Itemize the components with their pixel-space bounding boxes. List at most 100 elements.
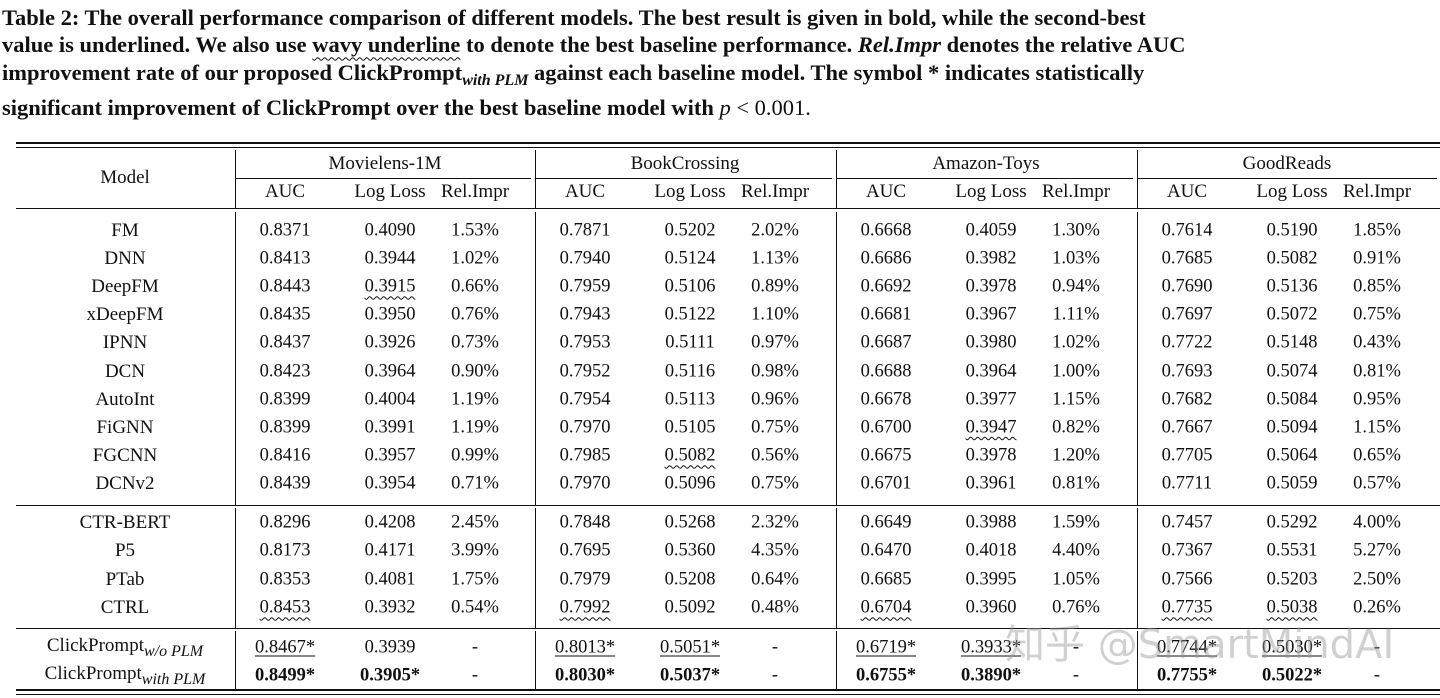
header-metric: Rel.Impr	[440, 181, 510, 202]
metric-cell: 0.5094	[1266, 417, 1318, 438]
metric-cell: 0.8499*	[254, 665, 316, 686]
metric-cell: 0.76%	[1052, 597, 1100, 618]
metric-cell: 1.53%	[451, 220, 499, 241]
model-label: xDeepFM	[86, 304, 164, 326]
metric-cell: 0.8467*	[254, 637, 316, 658]
model-name: DCNv2	[95, 473, 154, 495]
header-metric: AUC	[264, 181, 306, 202]
metric-cell: 0.89%	[751, 276, 799, 297]
model-label: ClickPrompt	[46, 635, 144, 656]
metric-cell: 0.8439	[259, 473, 311, 494]
model-label: AutoInt	[95, 388, 155, 410]
metric-cell: 0.8399	[259, 417, 311, 438]
metric-cell: 0.8371	[259, 220, 311, 241]
metric-cell: 0.8435	[259, 304, 311, 325]
metric-cell: 0.96%	[751, 389, 799, 410]
dataset-rule	[535, 178, 832, 179]
metric-cell: 0.7690	[1161, 276, 1213, 297]
metric-cell: 0.5092	[664, 597, 716, 618]
caption-p: p	[719, 95, 731, 121]
column-divider	[1137, 631, 1138, 689]
metric-cell: 0.3944	[364, 248, 416, 269]
metric-cell: 0.7943	[559, 304, 611, 325]
model-label: FGCNN	[92, 444, 158, 466]
table-caption: Table 2: The overall performance compari…	[2, 4, 1440, 122]
header-metric: Log Loss	[654, 181, 726, 202]
metric-cell: 0.8443	[259, 276, 311, 297]
metric-cell: 1.13%	[751, 248, 799, 269]
model-label: PTab	[105, 568, 145, 590]
metric-cell: 5.27%	[1353, 540, 1401, 561]
metric-cell: 0.3964	[965, 361, 1017, 381]
metric-cell: 0.7871	[559, 220, 611, 241]
metric-cell: 0.4208	[364, 512, 416, 533]
caption-line-3: improvement rate of our proposed ClickPr…	[2, 59, 1440, 94]
model-name: P5	[115, 540, 135, 562]
header-metric: Log Loss	[1256, 181, 1328, 202]
column-divider	[535, 212, 536, 505]
metric-cell: 1.03%	[1052, 248, 1100, 269]
metric-cell: 0.98%	[751, 361, 799, 381]
metric-cell: 0.7940	[559, 248, 611, 269]
caption-text: against each baseline model. The symbol …	[528, 59, 1145, 85]
metric-cell: 1.75%	[451, 569, 499, 590]
metric-cell: 0.7755*	[1156, 665, 1218, 686]
metric-cell: 0.5111	[665, 332, 715, 353]
metric-cell: 0.82%	[1052, 417, 1100, 438]
metric-cell: 0.7566	[1161, 569, 1213, 590]
model-name: CTR-BERT	[80, 512, 171, 534]
metric-cell: 0.5531	[1266, 540, 1318, 561]
metric-cell: 0.5106	[664, 276, 716, 297]
metric-cell: 0.6686	[860, 248, 912, 269]
metric-cell: -	[471, 665, 479, 686]
metric-cell: 0.7735	[1161, 597, 1213, 618]
metric-cell: 0.6701	[860, 473, 912, 494]
metric-cell: 0.3939	[364, 637, 416, 658]
metric-cell: 0.7667	[1161, 417, 1213, 438]
caption-relimpr: Rel.Impr	[857, 32, 941, 58]
metric-cell: 0.5038	[1266, 597, 1318, 618]
caption-text: significant improvement of ClickPrompt o…	[2, 95, 720, 121]
model-name: FGCNN	[93, 445, 157, 467]
metric-cell: 0.3982	[965, 248, 1017, 269]
caption-line-2: value is underlined. We also use wavy un…	[2, 31, 1440, 58]
caption-subscript: with PLM	[462, 71, 529, 89]
metric-cell: 1.02%	[451, 248, 499, 269]
model-label: ClickPrompt	[44, 663, 142, 684]
metric-cell: 0.4059	[965, 220, 1017, 241]
metric-cell: 0.3988	[965, 512, 1017, 533]
caption-text: improvement rate of our proposed ClickPr…	[2, 59, 463, 85]
metric-cell: 0.5116	[664, 361, 716, 381]
metric-cell: 0.5059	[1266, 473, 1318, 494]
metric-cell: -	[471, 637, 479, 658]
metric-cell: 0.57%	[1353, 473, 1401, 494]
table-rule	[16, 628, 1440, 629]
metric-cell: 0.5124	[664, 248, 716, 269]
metric-cell: 0.7614	[1161, 220, 1213, 241]
metric-cell: 0.8399	[259, 389, 311, 410]
header-metric: AUC	[564, 181, 606, 202]
metric-cell: 0.6470	[860, 540, 912, 561]
metric-cell: 0.8013*	[554, 637, 616, 658]
metric-cell: -	[1373, 665, 1381, 686]
metric-cell: -	[1373, 637, 1381, 658]
model-label: CTRL	[100, 596, 150, 618]
column-divider	[1137, 150, 1138, 208]
header-model: Model	[100, 167, 150, 188]
metric-cell: 2.50%	[1353, 569, 1401, 590]
metric-cell: 2.32%	[751, 512, 799, 533]
metric-cell: 1.02%	[1052, 332, 1100, 353]
caption-wavy-text: wavy underline	[312, 32, 461, 58]
table-rule	[16, 142, 1440, 144]
metric-cell: 0.81%	[1052, 473, 1100, 494]
metric-cell: 0.5084	[1266, 389, 1318, 410]
metric-cell: 3.99%	[451, 540, 499, 561]
metric-cell: 0.73%	[451, 332, 499, 353]
metric-cell: 0.8030*	[554, 665, 616, 686]
column-divider	[836, 508, 837, 628]
model-name: AutoInt	[95, 389, 154, 411]
metric-cell: 0.5074	[1266, 361, 1318, 381]
metric-cell: 0.5203	[1266, 569, 1318, 590]
metric-cell: 0.5208	[664, 569, 716, 590]
model-name: xDeepFM	[86, 304, 163, 326]
